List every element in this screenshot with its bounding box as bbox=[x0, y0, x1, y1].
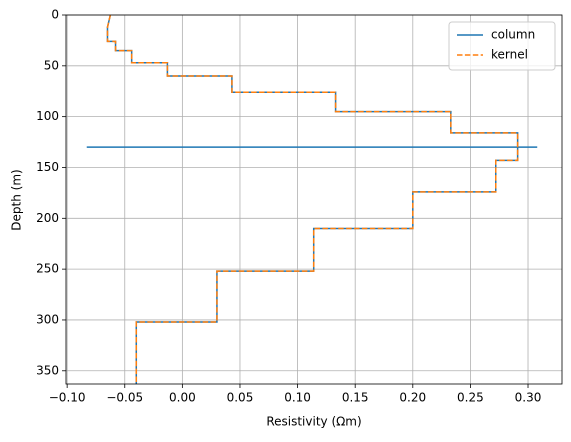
legend-label: kernel bbox=[491, 48, 528, 62]
plot-frame bbox=[65, 14, 563, 385]
x-tick-label: 0.10 bbox=[284, 391, 311, 405]
legend-label: column bbox=[491, 28, 535, 42]
y-axis-label: Depth (m) bbox=[10, 169, 24, 230]
x-tick-label: −0.10 bbox=[49, 391, 86, 405]
y-tick-label: 250 bbox=[36, 262, 59, 276]
y-tick-label: 150 bbox=[36, 160, 59, 174]
y-tick-label: 100 bbox=[36, 109, 59, 123]
series-line bbox=[106, 15, 519, 384]
y-tick-label: 0 bbox=[51, 8, 59, 22]
x-tick-label: 0.00 bbox=[169, 391, 196, 405]
x-tick-label: −0.05 bbox=[106, 391, 143, 405]
y-tick-label: 50 bbox=[44, 58, 59, 72]
y-tick-label: 200 bbox=[36, 211, 59, 225]
legend-box bbox=[448, 21, 556, 71]
x-tick-label: 0.05 bbox=[227, 391, 254, 405]
x-tick-label: 0.25 bbox=[457, 391, 484, 405]
y-tick-label: 350 bbox=[36, 363, 59, 377]
x-tick-label: 0.15 bbox=[342, 391, 369, 405]
x-tick-label: 0.30 bbox=[515, 391, 542, 405]
y-tick-label: 300 bbox=[36, 312, 59, 326]
x-tick-label: 0.20 bbox=[399, 391, 426, 405]
x-axis-label: Resistivity (Ωm) bbox=[266, 415, 361, 429]
